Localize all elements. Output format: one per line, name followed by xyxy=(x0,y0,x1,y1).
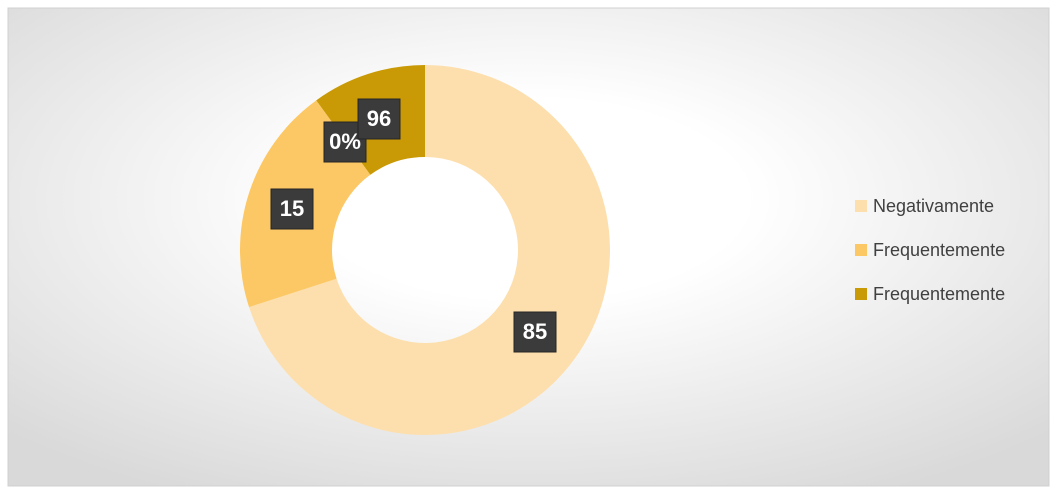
data-label: 0% xyxy=(329,129,361,154)
legend-label: Frequentemente xyxy=(873,284,1005,304)
legend-swatch xyxy=(855,244,867,256)
label-box xyxy=(270,188,314,230)
data-label: 96 xyxy=(367,106,391,131)
legend-swatch xyxy=(855,288,867,300)
legend-label: Frequentemente xyxy=(873,240,1005,260)
legend-label: Negativamente xyxy=(873,196,994,216)
data-label: 15 xyxy=(280,196,304,221)
data-label: 85 xyxy=(523,319,547,344)
legend-swatch xyxy=(855,200,867,212)
label-box xyxy=(513,311,557,353)
label-box xyxy=(357,98,401,140)
